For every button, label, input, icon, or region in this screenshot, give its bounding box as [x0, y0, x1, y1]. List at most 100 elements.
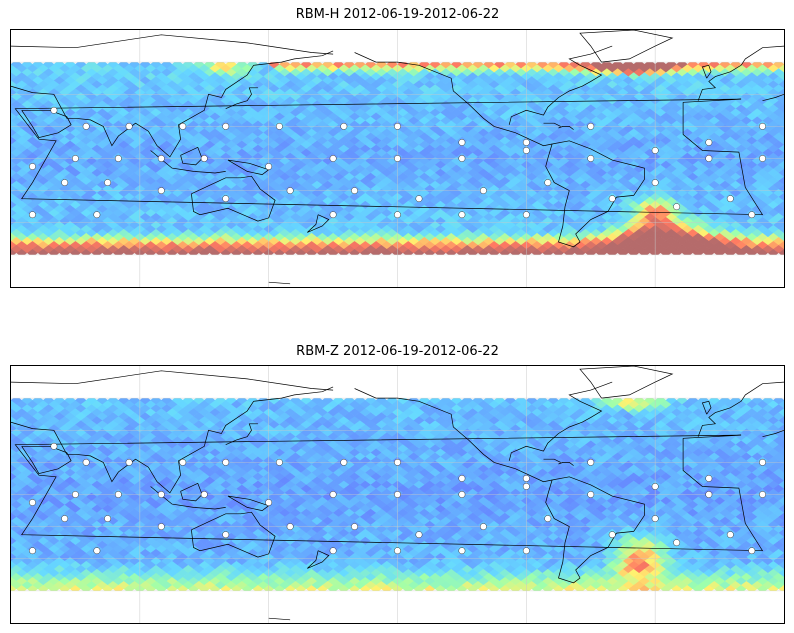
- station-dot: [114, 155, 122, 162]
- data-cell: [440, 580, 452, 590]
- data-cell: [295, 136, 307, 145]
- data-cell: [236, 524, 248, 533]
- data-cell: [273, 528, 286, 537]
- data-cell: [343, 156, 355, 165]
- data-cell: [778, 63, 784, 73]
- data-cell: [37, 544, 49, 553]
- data-cell: [295, 240, 307, 250]
- data-cell: [144, 576, 157, 586]
- data-cell: [359, 536, 371, 545]
- data-cell: [144, 552, 157, 561]
- data-cell: [654, 524, 667, 533]
- data-cell: [477, 248, 490, 255]
- data-cell: [161, 148, 173, 157]
- data-cell: [531, 576, 543, 586]
- data-cell: [230, 248, 243, 255]
- data-cell: [246, 548, 259, 557]
- data-cell: [343, 140, 355, 149]
- data-cell: [187, 168, 200, 177]
- data-cell: [96, 524, 108, 533]
- data-cell: [440, 67, 452, 77]
- data-cell: [118, 548, 130, 557]
- data-cell: [542, 560, 554, 569]
- data-cell: [177, 536, 189, 545]
- data-cell: [236, 67, 248, 77]
- data-cell: [343, 180, 355, 189]
- data-cell: [128, 124, 141, 133]
- data-cell: [225, 556, 237, 565]
- data-cell: [359, 568, 371, 578]
- data-cell: [590, 62, 602, 69]
- coastline: [701, 64, 712, 79]
- data-cell: [139, 180, 151, 189]
- data-cell: [161, 204, 173, 213]
- data-cell: [101, 568, 114, 578]
- data-cell: [440, 524, 452, 533]
- data-cell: [289, 524, 302, 533]
- data-cell: [203, 572, 216, 582]
- data-cell: [606, 520, 618, 529]
- data-cell: [75, 516, 87, 525]
- data-cell: [488, 560, 500, 569]
- data-cell: [289, 62, 302, 69]
- data-cell: [370, 584, 382, 591]
- data-cell: [370, 560, 382, 569]
- data-cell: [220, 544, 232, 553]
- data-cell: [32, 580, 44, 590]
- data-cell: [611, 564, 624, 574]
- data-cell: [101, 536, 114, 545]
- data-cell: [187, 240, 200, 250]
- data-cell: [681, 528, 694, 537]
- data-cell: [413, 248, 425, 255]
- data-cell: [279, 540, 291, 549]
- data-cell: [552, 584, 565, 591]
- data-cell: [370, 576, 382, 586]
- data-cell: [343, 572, 355, 582]
- data-cell: [730, 556, 742, 565]
- data-cell: [268, 548, 280, 557]
- data-cell: [756, 568, 769, 578]
- data-cell: [155, 584, 167, 591]
- data-cell: [139, 188, 151, 197]
- data-cell: [305, 576, 318, 586]
- data-cell: [177, 528, 189, 537]
- data-cell: [322, 516, 334, 525]
- data-cell: [171, 572, 184, 582]
- data-cell: [241, 248, 253, 255]
- data-cell: [338, 552, 350, 561]
- data-cell: [128, 524, 141, 533]
- data-cell: [209, 216, 221, 225]
- data-cell: [150, 204, 162, 213]
- coastline: [579, 30, 674, 63]
- data-cell: [161, 108, 173, 117]
- data-cell: [434, 560, 447, 569]
- data-cell: [155, 568, 167, 578]
- data-cell: [499, 576, 511, 586]
- data-cell: [11, 208, 17, 217]
- data-cell: [687, 580, 699, 590]
- data-cell: [628, 528, 640, 537]
- data-cell: [359, 528, 371, 537]
- data-cell: [182, 532, 194, 541]
- data-cell: [504, 62, 516, 69]
- data-cell: [139, 132, 151, 141]
- data-cell: [300, 524, 312, 533]
- data-cell: [488, 120, 500, 129]
- data-cell: [590, 572, 602, 582]
- data-cell: [756, 248, 769, 255]
- data-cell: [21, 62, 33, 69]
- data-cell: [26, 568, 39, 578]
- data-cell: [236, 75, 248, 85]
- station-dot: [125, 122, 133, 130]
- station-dot: [522, 147, 530, 154]
- data-cell: [381, 544, 393, 553]
- data-cell: [724, 248, 736, 255]
- data-cell: [724, 568, 736, 578]
- data-cell: [155, 512, 167, 521]
- data-cell: [32, 532, 44, 541]
- data-cell: [214, 516, 226, 525]
- data-cell: [236, 172, 248, 181]
- data-cell: [295, 168, 307, 177]
- data-cell: [676, 540, 688, 549]
- data-cell: [735, 544, 747, 553]
